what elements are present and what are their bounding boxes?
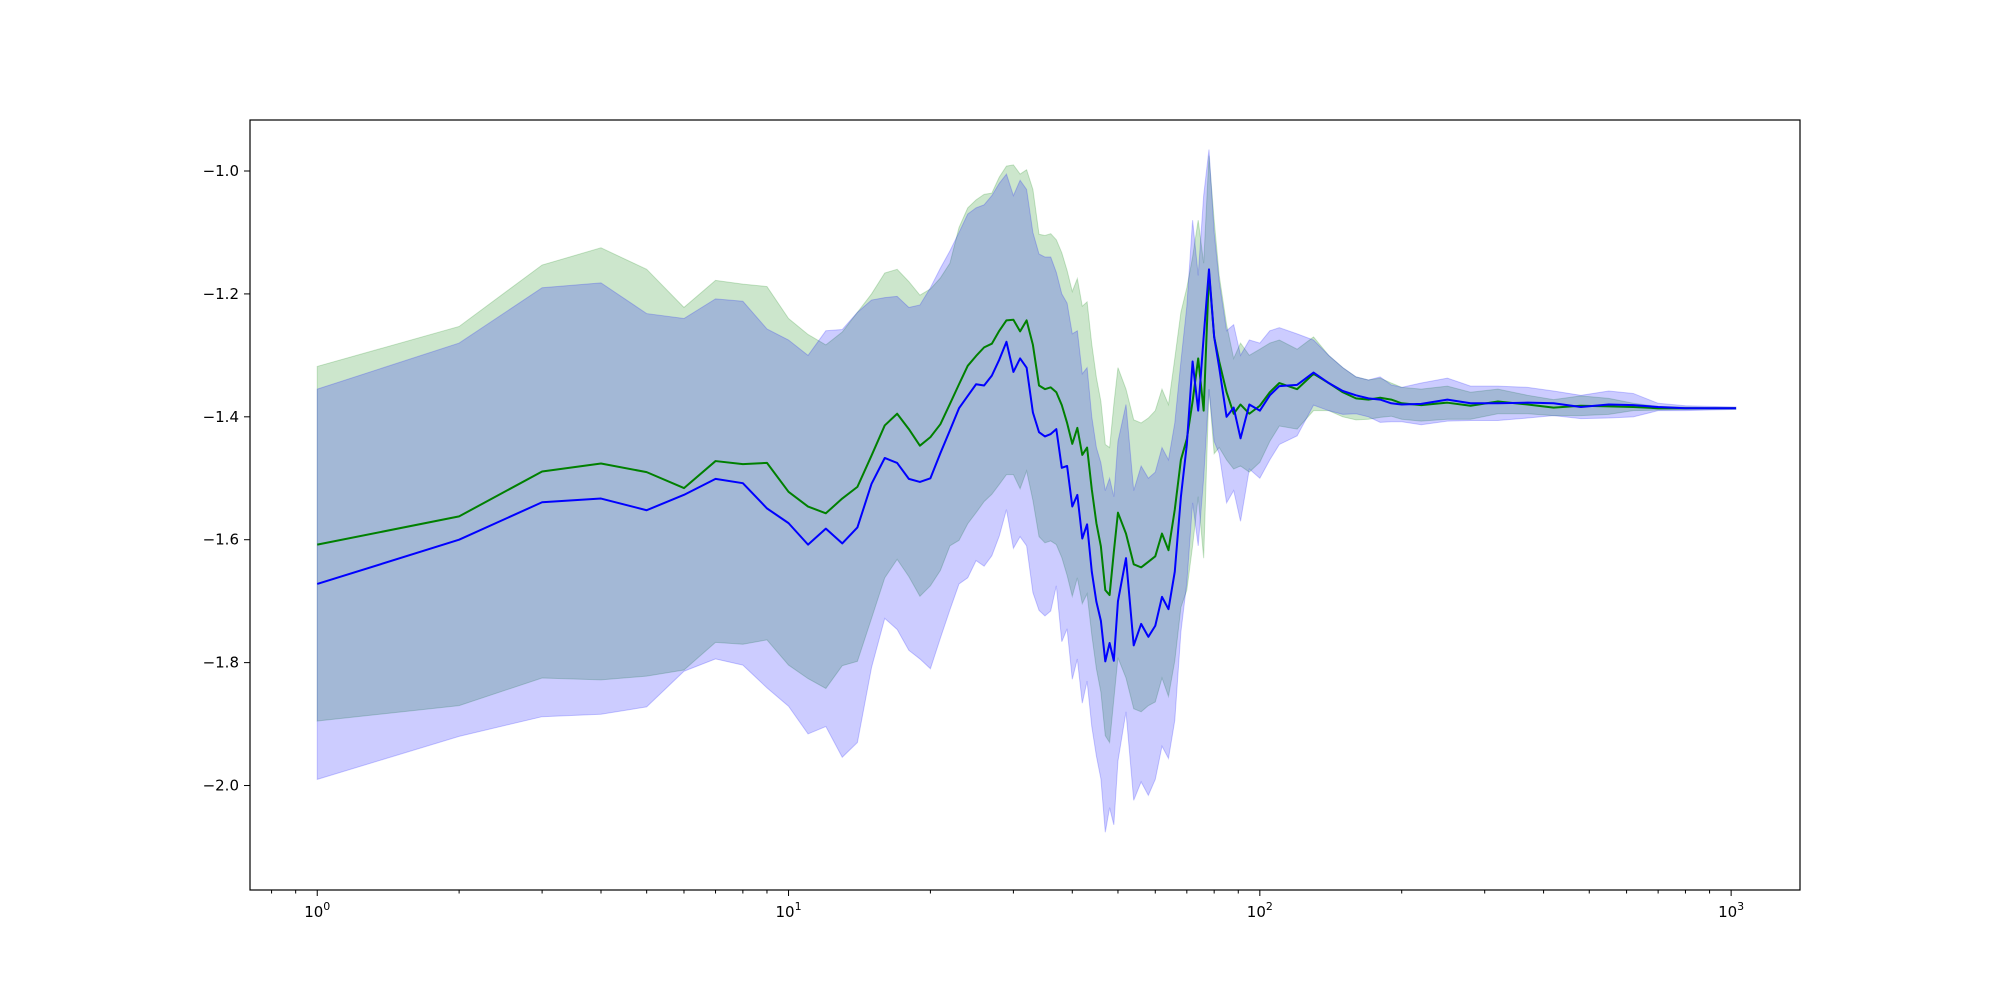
confidence-bands [316, 149, 1737, 833]
x-tick-label: 102 [1247, 900, 1273, 921]
x-tick-label: 101 [775, 900, 801, 921]
y-tick-label: −1.8 [203, 654, 239, 672]
y-tick-label: −1.2 [203, 285, 239, 303]
plot-frame [249, 119, 1801, 891]
y-axis: −1.0 −1.2 −1.4 −1.6 −1.8 −2.0 [203, 162, 250, 795]
series-1-band [316, 149, 1737, 833]
y-tick-label: −1.6 [203, 531, 239, 549]
y-tick-label: −2.0 [203, 777, 239, 795]
y-tick-label: −1.0 [203, 162, 239, 180]
x-tick-label: 103 [1718, 900, 1744, 921]
series-1-line [316, 268, 1736, 663]
x-axis: 100 101 102 103 [271, 890, 1744, 921]
series-lines [316, 268, 1736, 663]
y-tick-label: −1.4 [203, 408, 239, 426]
x-tick-label: 100 [304, 900, 330, 921]
